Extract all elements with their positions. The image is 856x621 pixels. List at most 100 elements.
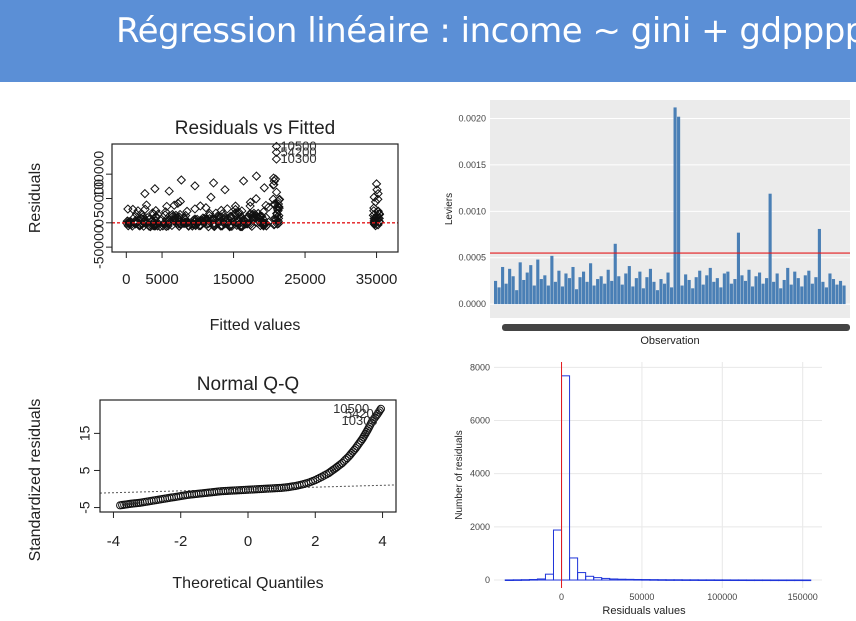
histogram-bar: [713, 579, 723, 581]
leverage-bar: [662, 283, 667, 305]
residual-point: [259, 183, 270, 193]
leverage-bar: [610, 280, 614, 305]
histogram-bar: [745, 579, 755, 582]
x-tick-label: 15000: [213, 271, 255, 288]
leverage-bar: [553, 281, 557, 305]
fitted-column: [368, 185, 385, 231]
qq-point: [375, 406, 384, 415]
leverage-bar: [617, 276, 621, 305]
x-axis-label: Fitted values: [210, 317, 301, 334]
residual-point: [176, 175, 187, 185]
residual-point: [268, 180, 278, 190]
histogram-bar: [520, 579, 530, 581]
y-tick-label: 0: [485, 575, 490, 585]
residual-point: [175, 196, 186, 207]
residual-point: [236, 221, 246, 232]
histogram-bar: [641, 579, 651, 581]
residual-point: [270, 174, 281, 184]
histogram-bar: [794, 579, 804, 582]
y-tick-label: -5: [77, 501, 93, 514]
leverage-bar: [603, 283, 607, 305]
histogram-bar: [786, 579, 796, 582]
leverage-bar: [620, 284, 624, 305]
residual-point: [141, 200, 152, 210]
leverage-bar: [652, 281, 656, 305]
residual-point: [190, 204, 200, 214]
y-axis-label: Standardized residuals: [27, 399, 44, 562]
leverage-bar: [719, 287, 723, 305]
leverage-bar: [740, 275, 744, 305]
leverage-bar: [824, 287, 828, 305]
leverage-bar: [680, 285, 684, 305]
residual-point: [140, 204, 150, 214]
plot-frame: [99, 399, 397, 513]
leverage-bar: [613, 243, 617, 305]
leverage-bar: [708, 267, 712, 305]
residual-histogram-chart: 0 50000 100000 150000 0 2000 4000 6000 8000 Resid…: [454, 362, 822, 617]
leverage-bar: [789, 284, 793, 305]
leverage-bar: [828, 273, 832, 305]
histogram-bar: [633, 578, 643, 581]
residual-point: [195, 201, 206, 211]
histogram-bar: [689, 579, 699, 581]
leverage-bar: [508, 268, 512, 305]
histogram-bar: [737, 579, 747, 582]
histogram-bar: [802, 579, 812, 582]
residual-point: [222, 204, 233, 214]
residual-point: [273, 199, 284, 209]
plot-background: [490, 100, 850, 318]
y-tick-label: 0: [91, 219, 107, 227]
x-tick-label: -2: [174, 533, 187, 550]
leverage-bar: [747, 269, 751, 305]
qq-point: [317, 472, 327, 481]
leverage-bar: [599, 276, 603, 305]
leverage-bar: [765, 278, 769, 305]
residual-point: [220, 185, 230, 195]
leverage-bar: [557, 270, 561, 305]
leverage-bar: [494, 280, 498, 305]
x-tick-label: 0: [559, 592, 564, 602]
leverage-bar: [539, 279, 543, 305]
residual-point: [372, 185, 382, 195]
y-tick-label: 5: [77, 466, 93, 474]
residual-point: [238, 176, 249, 186]
x-tick-label: 35000: [356, 271, 398, 288]
residual-point: [209, 218, 220, 229]
x-tick-label: 25000: [284, 271, 326, 288]
chart-title: Residuals vs Fitted: [175, 118, 336, 139]
x-axis-ticks-band: [502, 324, 850, 331]
leverage-bar: [838, 280, 843, 305]
leverage-bar: [624, 273, 628, 305]
y-tick-label: 8000: [470, 362, 490, 372]
leverage-bar: [807, 270, 811, 305]
y-tick-label: 100000: [91, 151, 107, 198]
residual-point: [150, 184, 160, 194]
leverage-bar: [536, 259, 540, 305]
leverage-bar: [585, 281, 589, 305]
residual-point: [130, 217, 141, 227]
leverage-bar: [722, 273, 726, 305]
leverage-bar: [497, 287, 501, 305]
leverage-bar: [800, 286, 804, 305]
residual-point: [261, 221, 272, 231]
y-axis-label: Residuals: [27, 163, 44, 233]
x-tick-label: 50000: [629, 592, 654, 602]
residual-point: [251, 171, 262, 181]
residual-point: [140, 188, 150, 199]
residual-point: [242, 218, 253, 228]
y-tick-label: 50000: [91, 179, 107, 218]
residual-point: [271, 187, 282, 197]
y-axis-label: Leviers: [444, 193, 455, 225]
leverage-bar: [729, 283, 733, 305]
residual-point: [190, 181, 200, 191]
leverage-bar: [743, 280, 748, 305]
y-axis-label: Number of residuals: [454, 430, 465, 519]
residual-point: [369, 192, 379, 202]
leverage-bar: [796, 278, 800, 305]
leverage-bar: [691, 288, 695, 305]
leverage-bar: [758, 272, 762, 305]
outlier-label: 10300: [280, 151, 316, 166]
leverage-bar: [768, 193, 772, 305]
residual-point: [274, 195, 284, 205]
residual-point: [155, 221, 165, 232]
